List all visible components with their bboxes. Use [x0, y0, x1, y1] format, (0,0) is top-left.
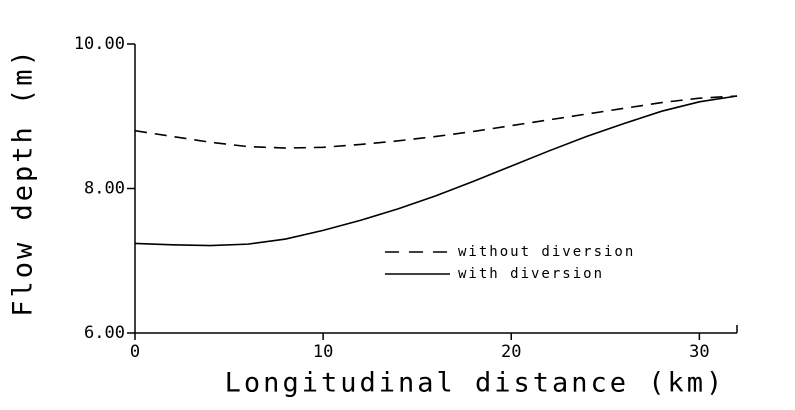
y-tick-label: 6.00 [84, 323, 125, 343]
x-tick-label: 20 [501, 342, 521, 362]
x-tick-label: 0 [130, 342, 140, 362]
y-tick-label: 10.00 [74, 34, 125, 54]
x-axis-label: Longitudinal distance (km) [225, 368, 726, 399]
x-tick-label: 10 [313, 342, 333, 362]
series-line [134, 95, 738, 247]
legend-label: without diversion [458, 244, 635, 260]
y-axis-label: Flow depth (m) [8, 47, 39, 317]
y-tick-label: 8.00 [84, 179, 125, 199]
series-line [134, 95, 738, 149]
legend-label: with diversion [458, 266, 604, 282]
x-tick-label: 30 [689, 342, 709, 362]
